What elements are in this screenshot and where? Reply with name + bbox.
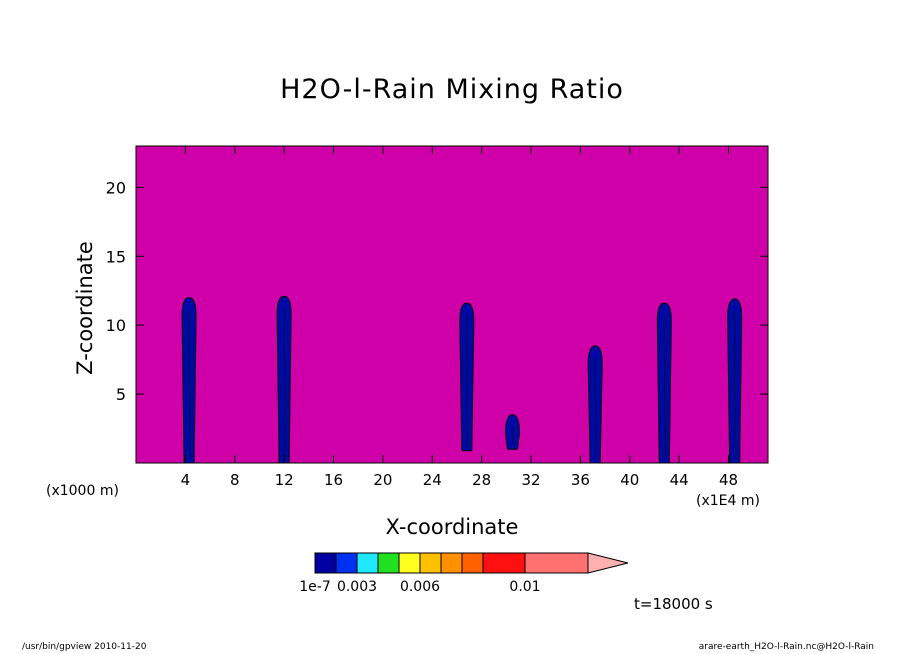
colorbar-box-9 — [524, 552, 589, 574]
x-tick-label-2: 12 — [275, 471, 294, 489]
colorbar-box-2 — [356, 552, 379, 574]
chart-title: H2O-l-Rain Mixing Ratio — [280, 74, 624, 105]
rain-column-core-0 — [188, 309, 191, 460]
rain-column-core-6 — [733, 310, 737, 460]
footer-right: arare-earth_H2O-l-Rain.nc@H2O-l-Rain — [698, 642, 874, 652]
colorbar-box-0 — [314, 552, 337, 574]
x-axis-label: X-coordinate — [385, 515, 519, 539]
rain-columns — [181, 295, 743, 464]
colorbar-label-3: 0.01 — [509, 579, 540, 595]
x-unit-label: (x1000 m) — [46, 483, 119, 499]
x-axis-ticks: 4 8 12 16 20 24 28 32 36 40 44 48 — [181, 146, 738, 489]
x-tick-label-6: 28 — [472, 471, 491, 489]
rain-column-core-1 — [283, 308, 286, 460]
colorbar-label-0: 1e-7 — [299, 579, 330, 595]
colorbar-box-1 — [335, 552, 358, 574]
y-tick-label-0: 5 — [116, 385, 126, 404]
rain-column-core-2 — [466, 315, 469, 447]
y-axis-ticks: 5 10 15 20 — [106, 178, 768, 404]
y-axis-label: Z-coordinate — [73, 241, 97, 375]
colorbar-box-5 — [419, 552, 442, 574]
x-tick-label-0: 4 — [181, 471, 191, 489]
rain-column-core-3 — [511, 426, 515, 446]
y-tick-label-3: 20 — [106, 178, 126, 197]
y-tick-label-1: 10 — [106, 316, 126, 335]
x-tick-label-9: 40 — [620, 471, 639, 489]
colorbar-box-7 — [461, 552, 484, 574]
x-tick-label-4: 20 — [373, 471, 392, 489]
colorbar: 1e-7 0.003 0.006 0.01 — [299, 552, 629, 595]
colorbar-box-3 — [377, 552, 400, 574]
x-tick-label-10: 44 — [670, 471, 689, 489]
colorbar-label-2: 0.006 — [400, 579, 440, 595]
colorbar-extend-arrow — [587, 552, 629, 574]
x-unit-label-right: (x1E4 m) — [696, 493, 760, 509]
y-tick-label-2: 15 — [106, 247, 126, 266]
x-tick-label-5: 24 — [423, 471, 442, 489]
colorbar-box-4 — [398, 552, 421, 574]
rain-column-core-4 — [594, 357, 597, 460]
time-label: t=18000 s — [634, 595, 713, 613]
footer-left: /usr/bin/gpview 2010-11-20 — [22, 642, 147, 652]
x-tick-label-7: 32 — [521, 471, 540, 489]
rain-column-core-5 — [663, 315, 667, 460]
x-tick-label-3: 16 — [324, 471, 343, 489]
x-tick-label-11: 48 — [719, 471, 738, 489]
colorbar-label-1: 0.003 — [337, 579, 377, 595]
x-tick-label-8: 36 — [571, 471, 590, 489]
colorbar-box-6 — [440, 552, 463, 574]
x-tick-label-1: 8 — [230, 471, 240, 489]
colorbar-box-8 — [482, 552, 526, 574]
plot-area — [135, 145, 769, 464]
